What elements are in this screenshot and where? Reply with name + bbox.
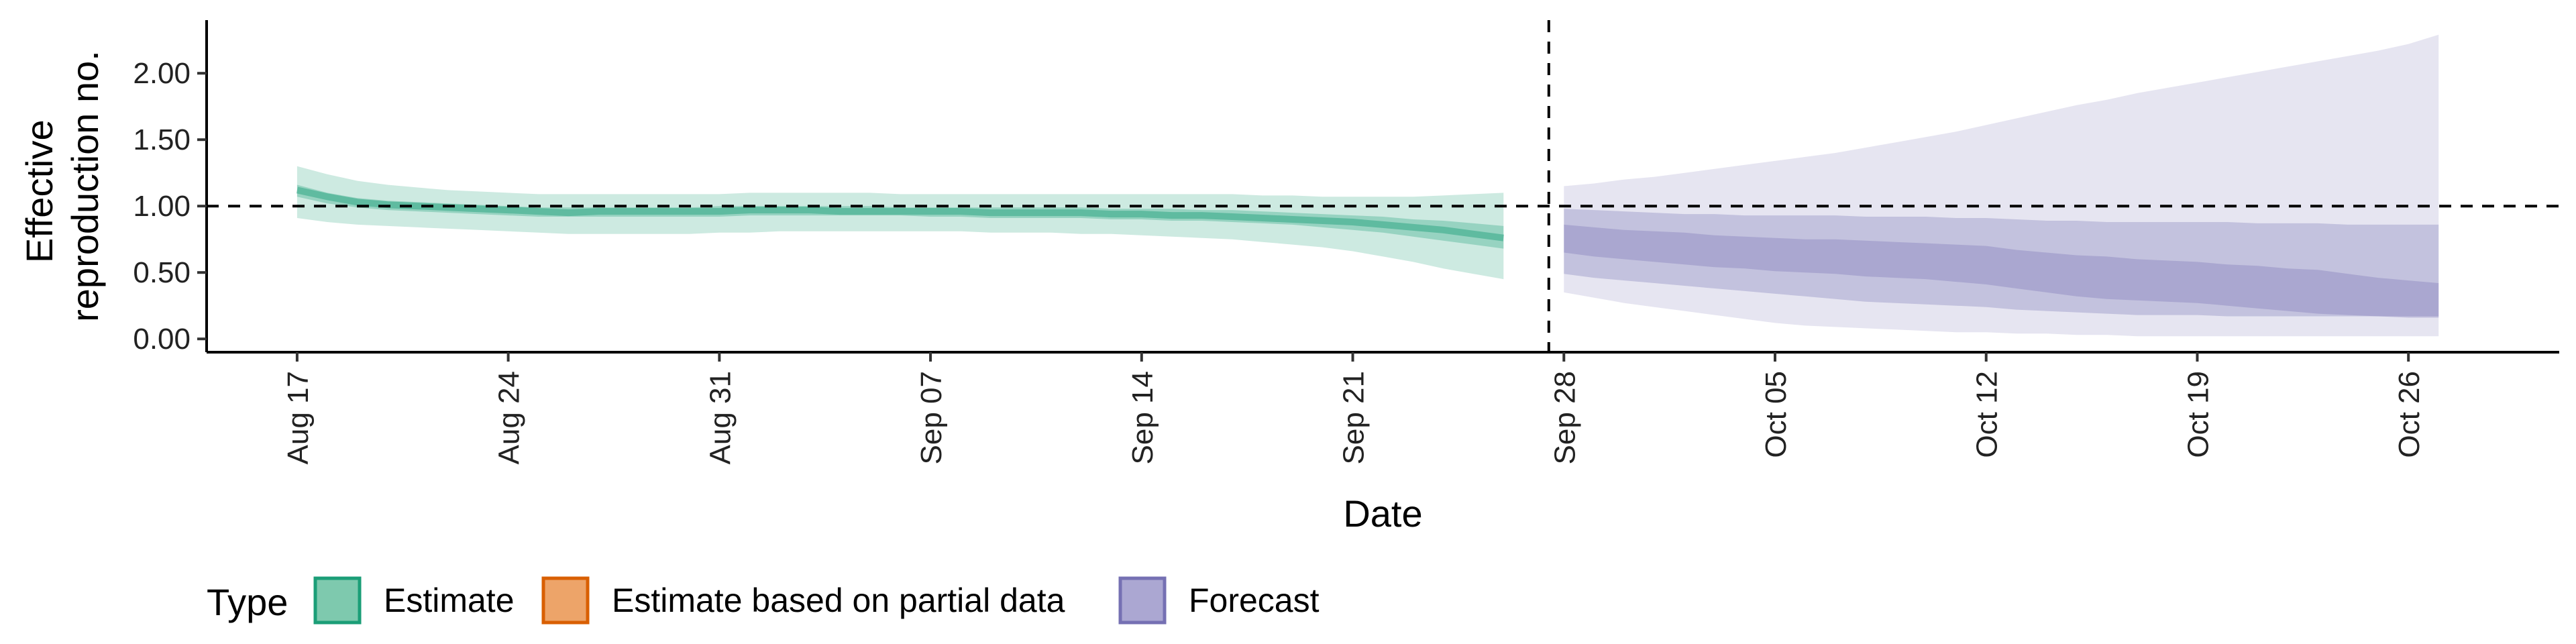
y-axis-title: Effective reproduction no. <box>18 50 106 322</box>
y-tick-label: 1.00 <box>133 190 191 223</box>
y-axis-ticks: 0.00 0.50 1.00 1.50 2.00 <box>133 57 207 356</box>
legend-swatch <box>313 576 362 625</box>
legend-item-forecast: Forecast <box>1118 576 1320 625</box>
y-tick-label: 0.50 <box>133 256 191 289</box>
estimate-median-line <box>296 186 1504 241</box>
legend-item-estimate-based-on-partial-data: Estimate based on partial data <box>541 576 1065 625</box>
uncertainty-bands <box>297 34 2439 337</box>
x-axis-title: Date <box>1343 492 1422 535</box>
legend-label: Estimate <box>384 582 515 619</box>
legend-label: Estimate based on partial data <box>612 582 1065 619</box>
forecast-band-80 <box>1564 209 2439 317</box>
legend-item-estimate: Estimate <box>313 576 515 625</box>
legend-title: Type <box>207 581 288 623</box>
x-tick-label: Sep 14 <box>1126 371 1159 464</box>
legend-items: Estimate Estimate based on partial data Fo… <box>313 576 1320 625</box>
x-tick-label: Oct 26 <box>2393 371 2426 458</box>
estimate-band-90 <box>297 166 1504 280</box>
legend-label: Forecast <box>1189 582 1320 619</box>
x-tick-label: Oct 12 <box>1971 371 2004 458</box>
y-axis-title-line-2: reproduction no. <box>64 50 106 322</box>
legend-swatch <box>1118 576 1167 625</box>
y-axis-title-line-1: Effective <box>18 119 60 263</box>
y-tick-label: 1.50 <box>133 123 191 156</box>
x-tick-label: Aug 24 <box>493 371 526 464</box>
y-tick-label: 0.00 <box>133 323 191 356</box>
x-tick-label: Aug 31 <box>704 371 737 464</box>
forecast-band-50 <box>1564 224 2439 318</box>
reference-lines <box>207 20 2559 352</box>
x-tick-label: Oct 05 <box>1760 371 1792 458</box>
x-tick-label: Aug 17 <box>282 371 315 464</box>
x-tick-label: Oct 19 <box>2182 371 2214 458</box>
x-tick-label: Sep 28 <box>1548 371 1581 464</box>
legend-swatch <box>541 576 590 625</box>
legend: Type Estimate Estimate based on partial d… <box>207 576 1320 625</box>
x-tick-label: Sep 21 <box>1338 371 1371 464</box>
median-lines <box>296 186 1504 241</box>
x-tick-label: Sep 07 <box>915 371 948 464</box>
forecast-band-90 <box>1564 34 2439 337</box>
estimate-band-50 <box>297 184 1504 249</box>
x-axis-ticks: Aug 17 Aug 24 Aug 31 Sep 07 Sep 14 Sep 21 Sep … <box>282 352 2426 464</box>
axes <box>205 20 2559 354</box>
y-tick-label: 2.00 <box>133 57 191 90</box>
